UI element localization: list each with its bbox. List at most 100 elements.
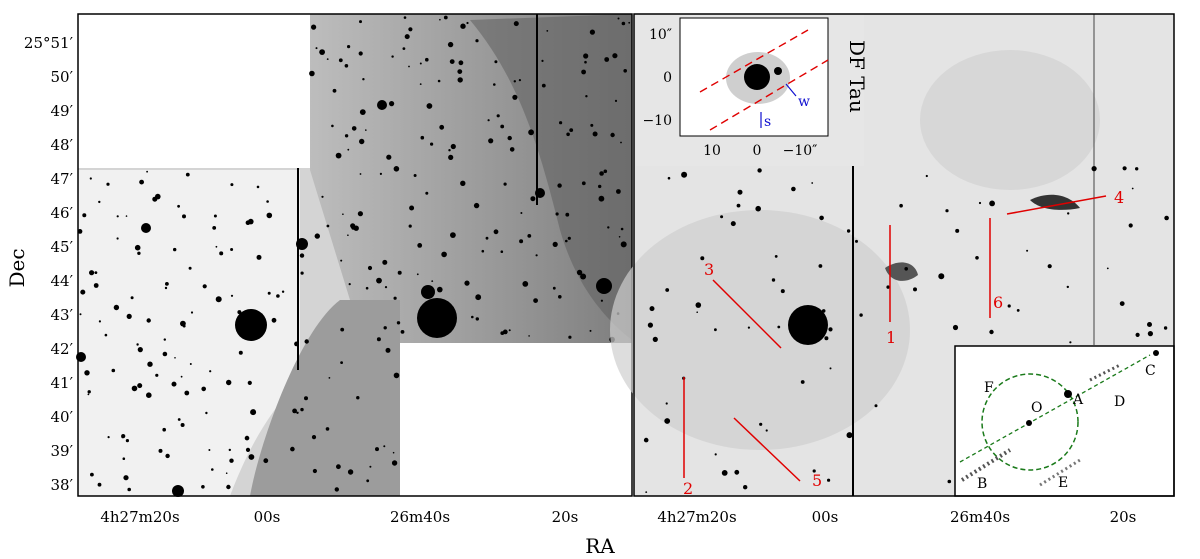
field-star bbox=[248, 454, 255, 460]
dec-tick: 48′ bbox=[51, 136, 74, 154]
field-star bbox=[519, 239, 524, 244]
field-star bbox=[473, 202, 480, 209]
field-star bbox=[365, 129, 367, 131]
field-star bbox=[590, 123, 594, 127]
field-star bbox=[620, 141, 622, 144]
ra-tick: 20s bbox=[552, 508, 579, 526]
dec-tick: 49′ bbox=[51, 102, 74, 120]
dec-tick: 40′ bbox=[51, 408, 74, 426]
field-star bbox=[139, 179, 145, 185]
field-star bbox=[527, 234, 532, 238]
field-star bbox=[989, 200, 995, 207]
field-star bbox=[458, 60, 464, 66]
field-star bbox=[107, 436, 110, 439]
field-star bbox=[493, 229, 499, 235]
field-star bbox=[215, 245, 218, 248]
field-star bbox=[618, 236, 621, 238]
field-star bbox=[334, 487, 339, 492]
field-star bbox=[518, 79, 522, 82]
field-star bbox=[300, 271, 304, 275]
field-star bbox=[211, 468, 214, 471]
field-star bbox=[780, 289, 785, 294]
field-star bbox=[180, 423, 185, 427]
ra-tick: 20s bbox=[1110, 508, 1137, 526]
field-star bbox=[219, 251, 224, 256]
field-star bbox=[228, 448, 231, 452]
field-star bbox=[201, 386, 206, 392]
field-star bbox=[665, 402, 668, 405]
field-star bbox=[97, 482, 102, 487]
field-star bbox=[450, 143, 456, 150]
dec-tick: 45′ bbox=[51, 238, 74, 256]
field-star bbox=[146, 392, 152, 399]
field-star bbox=[899, 203, 903, 208]
field-star bbox=[344, 64, 349, 68]
ra-tick: 4h27m20s bbox=[100, 508, 179, 526]
field-star bbox=[720, 215, 724, 219]
inset-xtick-right: −10″ bbox=[783, 143, 818, 159]
field-star bbox=[800, 380, 805, 384]
field-star bbox=[362, 78, 365, 81]
field-star bbox=[500, 250, 504, 253]
field-star bbox=[647, 322, 654, 328]
field-star bbox=[226, 484, 231, 490]
dec-tick: 42′ bbox=[51, 340, 74, 358]
field-star bbox=[771, 278, 776, 282]
field-star bbox=[581, 69, 586, 75]
field-star bbox=[113, 304, 120, 311]
field-star bbox=[125, 439, 129, 443]
field-star bbox=[413, 174, 417, 177]
field-star bbox=[580, 273, 587, 280]
field-star bbox=[409, 205, 415, 211]
field-star bbox=[855, 239, 858, 243]
field-star bbox=[714, 453, 717, 456]
field-star bbox=[541, 59, 544, 63]
field-star bbox=[859, 313, 863, 317]
field-star bbox=[617, 17, 620, 20]
field-star bbox=[821, 309, 826, 313]
field-star bbox=[238, 350, 243, 355]
field-star bbox=[546, 30, 549, 32]
inset-xtick-left: 10 bbox=[703, 143, 721, 159]
field-star bbox=[584, 60, 587, 64]
field-star bbox=[533, 298, 538, 303]
field-star bbox=[89, 270, 95, 276]
field-star bbox=[846, 432, 853, 439]
field-star bbox=[558, 295, 562, 299]
field-star bbox=[397, 270, 402, 275]
field-star bbox=[886, 285, 890, 289]
field-star bbox=[296, 411, 299, 414]
field-star bbox=[420, 135, 425, 140]
field-star bbox=[730, 221, 736, 227]
field-star bbox=[347, 469, 354, 475]
field-star bbox=[290, 446, 295, 452]
field-star bbox=[1119, 301, 1125, 306]
field-star bbox=[248, 218, 254, 225]
field-star bbox=[598, 184, 602, 189]
field-star bbox=[106, 182, 110, 186]
field-star bbox=[84, 370, 90, 376]
field-star bbox=[585, 95, 588, 98]
field-star bbox=[383, 445, 386, 448]
field-star bbox=[351, 225, 356, 230]
field-star bbox=[777, 325, 781, 329]
field-star bbox=[208, 449, 211, 451]
field-star bbox=[137, 383, 143, 389]
field-star bbox=[681, 171, 688, 178]
field-star bbox=[162, 427, 166, 432]
field-star bbox=[493, 83, 496, 86]
inset-marker-s: s bbox=[764, 114, 771, 130]
field-star bbox=[649, 306, 655, 312]
field-star bbox=[212, 226, 217, 230]
field-star bbox=[464, 280, 470, 286]
field-star bbox=[90, 472, 94, 477]
red-label-3: 3 bbox=[704, 260, 714, 279]
field-star bbox=[402, 47, 406, 50]
field-star bbox=[226, 379, 232, 386]
field-star bbox=[173, 247, 177, 252]
field-star bbox=[80, 289, 86, 295]
field-star bbox=[94, 271, 98, 274]
field-star bbox=[565, 239, 568, 243]
field-star bbox=[87, 390, 91, 394]
field-star bbox=[143, 225, 150, 232]
